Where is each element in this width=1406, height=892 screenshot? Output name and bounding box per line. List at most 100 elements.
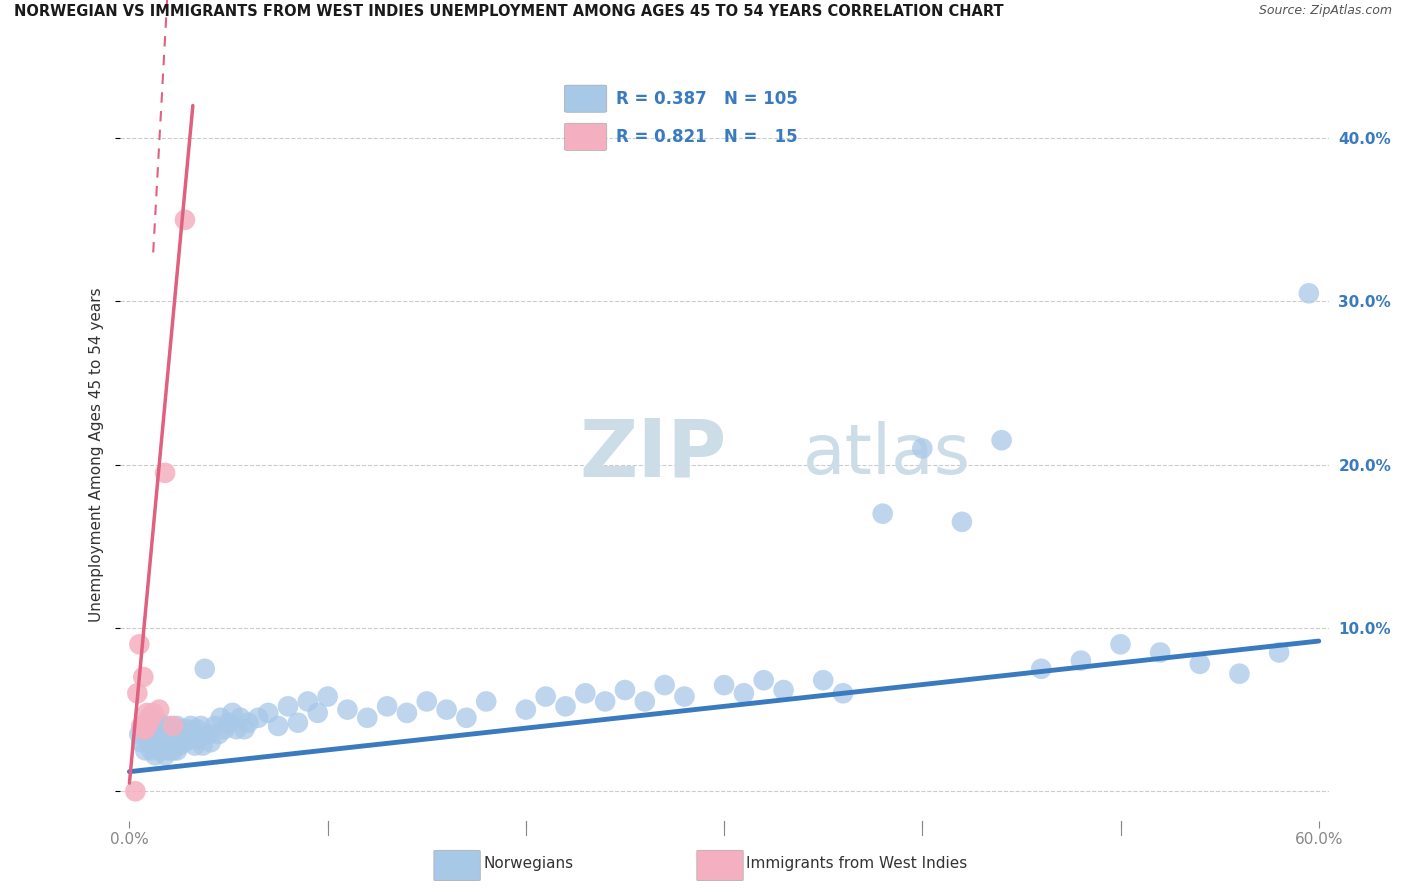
Point bbox=[180, 719, 202, 733]
Point bbox=[221, 706, 243, 720]
Point bbox=[187, 731, 209, 746]
Point bbox=[162, 743, 184, 757]
Point bbox=[1298, 286, 1320, 301]
Point bbox=[167, 739, 190, 753]
Point bbox=[229, 711, 252, 725]
Point bbox=[166, 743, 188, 757]
Point bbox=[142, 715, 165, 730]
Point bbox=[190, 719, 212, 733]
Point bbox=[138, 735, 160, 749]
Point bbox=[141, 711, 163, 725]
Point bbox=[238, 715, 260, 730]
Point bbox=[174, 212, 197, 227]
Point bbox=[209, 711, 232, 725]
FancyBboxPatch shape bbox=[697, 850, 744, 880]
Point bbox=[356, 711, 378, 725]
Point bbox=[156, 723, 179, 737]
Point bbox=[554, 699, 576, 714]
Point bbox=[287, 715, 309, 730]
Point bbox=[336, 703, 359, 717]
Point bbox=[811, 673, 834, 688]
Text: Source: ZipAtlas.com: Source: ZipAtlas.com bbox=[1258, 4, 1392, 18]
Point bbox=[146, 723, 169, 737]
Point bbox=[174, 735, 197, 749]
Point bbox=[157, 719, 180, 733]
Point bbox=[163, 731, 186, 746]
Point bbox=[1031, 662, 1053, 676]
Point bbox=[134, 723, 156, 737]
Point bbox=[515, 703, 537, 717]
Point bbox=[1188, 657, 1211, 671]
FancyBboxPatch shape bbox=[564, 85, 607, 112]
Point bbox=[416, 694, 439, 708]
Point bbox=[177, 731, 200, 746]
Point bbox=[160, 727, 183, 741]
Point bbox=[456, 711, 478, 725]
Point bbox=[157, 743, 180, 757]
Point bbox=[150, 727, 173, 741]
Point bbox=[181, 727, 204, 741]
Point bbox=[194, 662, 217, 676]
Point bbox=[156, 739, 179, 753]
Point bbox=[138, 715, 160, 730]
Point bbox=[142, 739, 165, 753]
Point bbox=[186, 723, 208, 737]
Point bbox=[141, 743, 163, 757]
Point bbox=[247, 711, 270, 725]
Point bbox=[172, 731, 194, 746]
Point bbox=[150, 743, 173, 757]
Text: R = 0.387   N = 105: R = 0.387 N = 105 bbox=[616, 90, 797, 108]
Point bbox=[143, 748, 166, 763]
Point bbox=[1149, 645, 1171, 659]
Point bbox=[127, 686, 149, 700]
Point bbox=[148, 703, 170, 717]
Point bbox=[214, 723, 236, 737]
Point bbox=[1109, 637, 1132, 651]
Point bbox=[297, 694, 319, 708]
Point bbox=[395, 706, 418, 720]
Point bbox=[872, 507, 894, 521]
Point bbox=[153, 727, 176, 741]
Point bbox=[148, 731, 170, 746]
Point bbox=[207, 727, 229, 741]
Point bbox=[152, 719, 174, 733]
Point bbox=[141, 723, 163, 737]
Point bbox=[200, 735, 222, 749]
Point bbox=[143, 731, 166, 746]
Text: NORWEGIAN VS IMMIGRANTS FROM WEST INDIES UNEMPLOYMENT AMONG AGES 45 TO 54 YEARS : NORWEGIAN VS IMMIGRANTS FROM WEST INDIES… bbox=[14, 4, 1004, 20]
Point bbox=[153, 466, 176, 480]
Point bbox=[197, 727, 219, 741]
Point bbox=[593, 694, 616, 708]
Point bbox=[131, 719, 153, 733]
Point bbox=[267, 719, 290, 733]
Point bbox=[134, 743, 156, 757]
Point bbox=[772, 683, 794, 698]
Point bbox=[170, 723, 193, 737]
Point bbox=[990, 434, 1012, 448]
Point bbox=[204, 719, 226, 733]
Point bbox=[136, 727, 159, 741]
Y-axis label: Unemployment Among Ages 45 to 54 years: Unemployment Among Ages 45 to 54 years bbox=[89, 287, 104, 623]
Point bbox=[148, 715, 170, 730]
Point bbox=[832, 686, 855, 700]
Point bbox=[713, 678, 735, 692]
Text: Norwegians: Norwegians bbox=[484, 855, 574, 871]
Point bbox=[152, 735, 174, 749]
Point bbox=[950, 515, 973, 529]
FancyBboxPatch shape bbox=[564, 123, 607, 151]
Point bbox=[752, 673, 775, 688]
Text: Immigrants from West Indies: Immigrants from West Indies bbox=[747, 855, 967, 871]
Point bbox=[162, 723, 184, 737]
Point bbox=[132, 670, 155, 684]
Point bbox=[233, 723, 256, 737]
Point bbox=[124, 784, 146, 798]
Point bbox=[162, 719, 184, 733]
Point bbox=[131, 735, 153, 749]
Point bbox=[160, 735, 183, 749]
Point bbox=[225, 723, 247, 737]
Text: R = 0.821   N =   15: R = 0.821 N = 15 bbox=[616, 128, 797, 145]
Point bbox=[436, 703, 458, 717]
Point bbox=[257, 706, 280, 720]
Point bbox=[316, 690, 339, 704]
Text: ZIP: ZIP bbox=[579, 416, 727, 494]
